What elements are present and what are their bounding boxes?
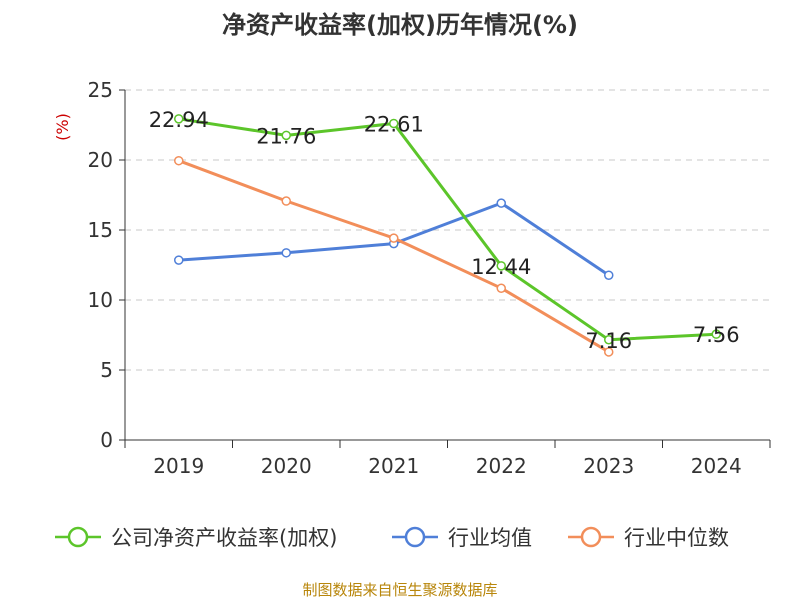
x-tick-label-2020: 2020 [261,454,312,478]
series-2-point-2022 [496,283,506,293]
series-1-point-2023 [604,270,614,280]
series-2-point-2021 [389,233,399,243]
legend-marker-1 [404,526,426,548]
data-label-2021: 22.61 [364,112,424,136]
data-label-2023: 7.16 [585,329,632,353]
series-0-point-2020 [281,130,291,141]
legend-marker-2 [580,526,602,548]
series-0-point-2019 [174,114,184,124]
series-1-point-2022 [496,198,506,208]
legend-label-1: 行业均值 [448,526,532,550]
gridlines [125,89,770,371]
series-0-point-2022 [496,261,506,271]
y-axis-unit-label: (%) [53,113,72,141]
data-label-2019: 22.94 [149,108,209,132]
series-1-point-2019 [174,255,184,265]
chart-title: 净资产收益率(加权)历年情况(%) [222,11,578,39]
data-label-2020: 21.76 [256,124,316,148]
y-tick-label-10: 10 [88,288,113,312]
data-label-2022: 12.44 [471,255,531,279]
x-tick-label-2021: 2021 [368,454,419,478]
x-tick-label-2023: 2023 [583,454,634,478]
series-0-point-2021 [389,118,399,129]
series-2-point-2023 [604,347,614,357]
data-labels: 22.94 21.76 22.61 12.44 7.16 7.56 [149,108,740,353]
y-tick-label-20: 20 [88,148,113,172]
series-2-point-2020 [281,196,291,206]
y-tick-label-15: 15 [88,218,113,242]
series-layer [174,114,721,357]
data-source-note: 制图数据来自恒生聚源数据库 [302,581,497,599]
y-tick-label-0: 0 [100,428,113,452]
legend-marker-0 [67,526,89,548]
series-1-point-2020 [281,248,291,258]
data-label-2024: 7.56 [693,323,740,347]
x-tick-label-2019: 2019 [153,454,204,478]
series-2-point-2019 [174,155,184,166]
x-tick-label-2022: 2022 [476,454,527,478]
series-0-point-2023 [604,335,614,345]
legend: 公司净资产收益率(加权) 行业均值 行业中位数 [55,526,729,550]
series-0-point-2024 [711,329,721,339]
series-line-0 [177,117,718,342]
x-tick-label-2024: 2024 [691,454,742,478]
y-tick-label-5: 5 [100,358,113,382]
legend-label-0: 公司净资产收益率(加权) [111,526,337,550]
y-tick-label-25: 25 [88,78,113,102]
axes: 0 5 10 15 20 25 2019 2020 2021 2022 2023 2024 [88,78,771,478]
legend-label-2: 行业中位数 [624,526,729,550]
